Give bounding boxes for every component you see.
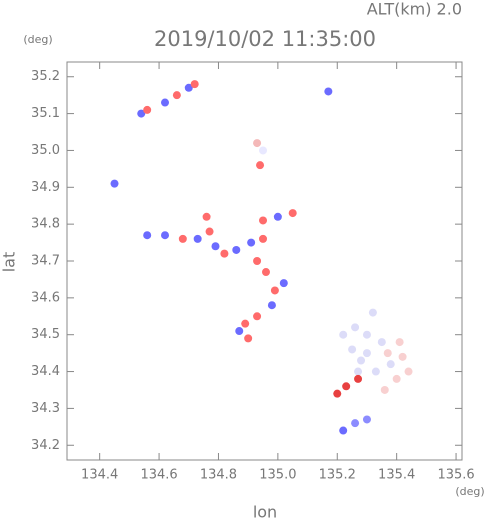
echo-point (333, 389, 342, 398)
echo-point (392, 374, 401, 383)
echo-point (351, 323, 360, 332)
echo-point (339, 330, 348, 339)
echo-point (261, 268, 270, 277)
echo-point (253, 312, 262, 321)
y-tick-label: 34.3 (31, 401, 60, 416)
echo-point (357, 356, 366, 365)
x-tick-label: 135.4 (378, 468, 415, 483)
y-axis-label: lat (0, 252, 19, 273)
echo-point (324, 87, 333, 96)
echo-point (253, 257, 262, 265)
y-tick-label: 34.8 (31, 217, 60, 232)
echo-point (395, 338, 404, 347)
echo-point (386, 360, 395, 369)
x-axis-label: lon (253, 503, 277, 522)
echo-point (362, 349, 371, 358)
x-tick-label: 134.4 (81, 468, 118, 483)
echo-point (404, 367, 413, 376)
y-tick-label: 34.5 (31, 327, 60, 342)
echo-point (342, 382, 351, 391)
echo-point (377, 338, 386, 347)
echo-point (161, 98, 170, 107)
echo-point (259, 216, 268, 225)
y-tick-label: 34.6 (31, 290, 60, 305)
y-tick-label: 35.1 (31, 106, 60, 121)
echo-point (232, 245, 241, 254)
echo-point (398, 352, 407, 361)
echo-point (354, 367, 363, 376)
echo-point (184, 83, 193, 92)
echo-point (362, 415, 371, 424)
echo-point (351, 419, 360, 428)
y-tick-label: 34.4 (31, 364, 60, 379)
echo-point (172, 91, 181, 100)
echo-point (383, 349, 392, 358)
echo-point (247, 238, 256, 247)
echo-point (273, 212, 282, 221)
y-tick-label: 34.2 (31, 438, 60, 453)
y-tick-label: 34.9 (31, 180, 60, 195)
echo-point (178, 234, 187, 243)
echo-point (110, 179, 119, 188)
echo-point (190, 80, 199, 89)
x-unit: (deg) (455, 485, 484, 498)
echo-point (256, 161, 265, 170)
echo-point (211, 242, 220, 251)
echo-point (380, 385, 389, 394)
echo-point (143, 231, 152, 240)
echo-point (279, 279, 288, 288)
echo-point (241, 319, 250, 328)
x-tick-label: 135.6 (437, 468, 474, 483)
echo-point (371, 367, 380, 376)
echo-point (193, 234, 202, 243)
echo-point (137, 109, 146, 118)
echo-point (288, 209, 297, 218)
echo-point (143, 105, 152, 114)
y-tick-label: 35.0 (31, 143, 60, 158)
echo-point (259, 234, 268, 243)
x-tick-label: 135.2 (319, 468, 356, 483)
echo-point (253, 139, 262, 148)
y-unit: (deg) (23, 33, 52, 46)
chart-title: 2019/10/02 11:35:00 (154, 27, 376, 51)
x-tick-label: 135.0 (259, 468, 296, 483)
echo-point (348, 345, 357, 354)
echo-point (205, 227, 214, 236)
plot-frame (66, 61, 463, 461)
echo-point (267, 301, 276, 310)
x-tick-label: 134.6 (140, 468, 177, 483)
echo-point (244, 334, 253, 343)
y-tick-label: 35.2 (31, 69, 60, 84)
echo-point (368, 308, 377, 317)
y-tick-label: 34.7 (31, 254, 60, 269)
echo-point (235, 327, 244, 336)
echo-point (220, 249, 229, 258)
echo-point (362, 330, 371, 339)
altitude: ALT(km) 2.0 (367, 0, 462, 19)
echo-point (339, 426, 348, 435)
echo-point (354, 374, 363, 383)
echo-point (259, 146, 268, 155)
echo-point (161, 231, 170, 240)
echo-point (202, 212, 211, 221)
x-tick-label: 134.8 (200, 468, 237, 483)
echo-point (270, 286, 279, 295)
